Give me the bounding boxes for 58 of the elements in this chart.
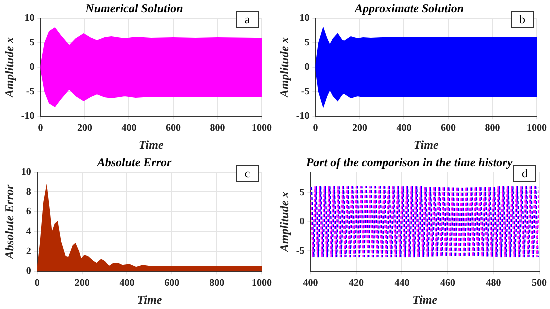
y-tick-label: -10 [296,111,310,122]
annotation: b [520,12,526,27]
y-axis-title: Amplitude x [2,37,16,99]
y-tick-label: -10 [21,111,35,122]
y-tick-label: 0 [300,216,305,228]
x-tick-label: 0 [313,123,318,134]
x-tick-label: 1000 [252,278,272,290]
x-tick-label: 600 [164,278,180,290]
x-axis-title: Time [414,138,440,152]
y-tick-label: -5 [296,246,305,257]
annotation: d [522,166,528,181]
y-tick-label: 0 [304,62,310,74]
x-tick-label: 480 [486,278,502,290]
x-tick-label: 420 [348,278,364,290]
chart-title: Part of the comparison in the time history [306,155,514,170]
y-tick-label: 0 [26,266,32,278]
y-tick-label: 5 [300,187,305,198]
x-tick-label: 0 [38,123,44,134]
y-tick-label: 6 [26,206,32,218]
y-tick-label: 10 [300,12,310,24]
annotation: a [244,12,251,27]
x-tick-label: 800 [485,123,500,134]
x-tick-label: 200 [74,278,90,290]
x-tick-label: 800 [210,278,225,290]
y-tick-label: 2 [26,246,32,258]
x-tick-label: 1000 [252,123,272,134]
y-tick-label: -5 [26,86,35,98]
y-tick-label: 4 [26,226,32,238]
x-tick-label: 600 [440,123,456,134]
chart-title: Numerical Solution [84,1,184,16]
x-tick-label: 1000 [527,123,547,134]
x-axis-title: Time [138,138,164,152]
x-axis-title: Time [412,292,438,307]
x-tick-label: 400 [303,278,318,290]
x-tick-label: 800 [210,123,226,134]
x-tick-label: 460 [440,278,456,290]
y-tick-label: 8 [26,186,32,198]
x-tick-label: 200 [77,123,92,134]
y-axis-title: Absolute Error [2,184,16,260]
y-tick-label: 5 [30,38,35,49]
y-tick-label: -5 [301,86,310,98]
y-axis-title: Amplitude x [277,37,292,99]
x-tick-label: 440 [394,278,410,290]
x-axis-title: Time [137,292,163,307]
chart-title: Approximate Solution [354,1,464,16]
x-tick-label: 600 [166,123,181,134]
y-axis-title: Amplitude x [277,192,292,254]
x-tick-label: 400 [120,278,135,290]
annotation: c [244,166,250,181]
x-tick-label: 500 [532,278,547,290]
y-tick-label: 10 [24,12,35,24]
x-tick-label: 400 [396,123,412,134]
x-tick-label: 400 [122,123,137,134]
chart-title: Absolute Error [96,155,172,170]
x-tick-label: 200 [352,123,368,134]
y-tick-label: 10 [21,166,32,178]
y-tick-label: 0 [30,62,35,74]
y-tick-label: 5 [304,38,310,49]
